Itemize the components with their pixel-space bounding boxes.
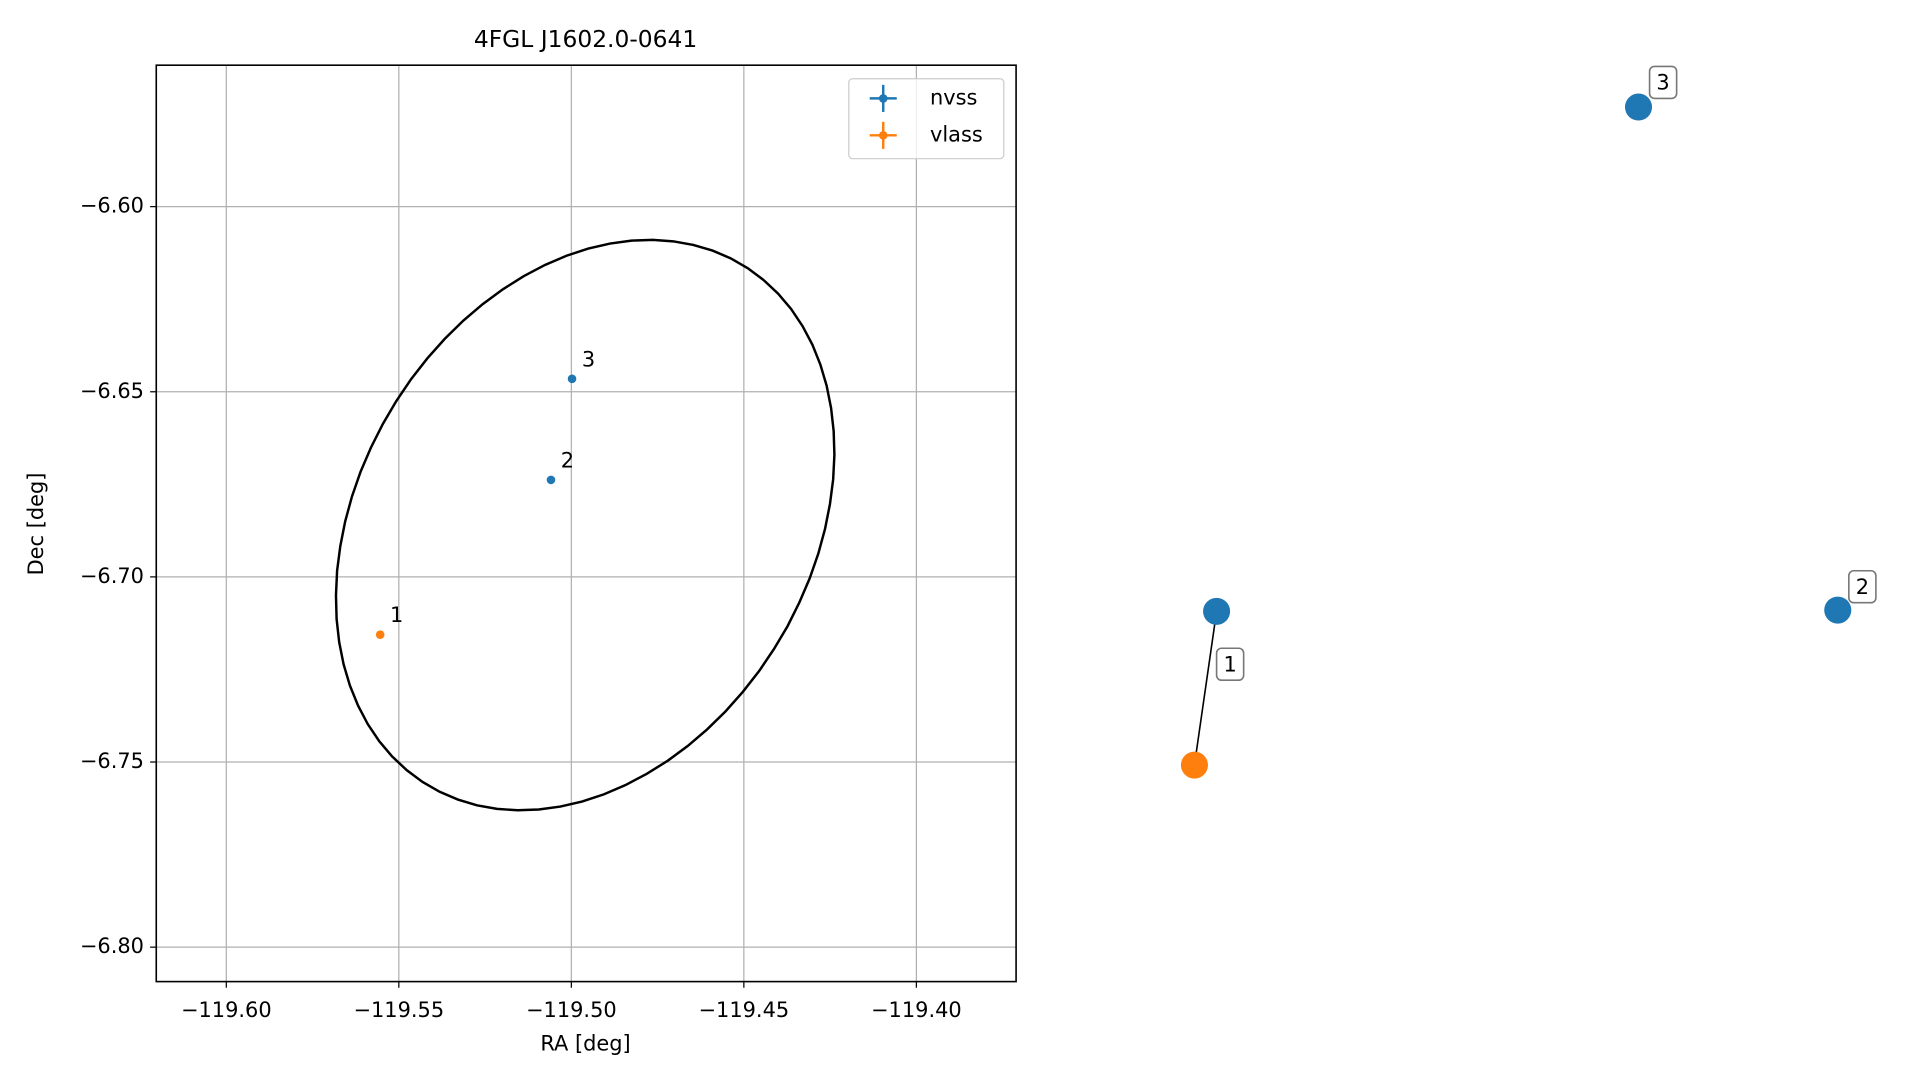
- point-label: 2: [561, 448, 574, 472]
- graph-node: [1180, 751, 1208, 779]
- y-tick-label: −6.70: [80, 564, 144, 588]
- point: [567, 374, 577, 384]
- x-tick-label: −119.45: [699, 998, 790, 1022]
- legend-marker: [878, 94, 888, 103]
- graph-node: [1824, 596, 1852, 624]
- node-label: 3: [1656, 71, 1669, 95]
- legend-marker: [878, 131, 888, 140]
- graph-node: [1624, 93, 1653, 121]
- plot-frame: [155, 64, 1017, 983]
- point: [375, 630, 385, 639]
- legend-box: [848, 78, 1005, 160]
- chart-title: 4FGL J1602.0-0641: [474, 25, 697, 53]
- label-box: [1648, 65, 1678, 100]
- point: [546, 475, 556, 485]
- legend-label: nvss: [930, 85, 977, 109]
- point-label: 1: [390, 603, 403, 627]
- x-tick-label: −119.50: [526, 998, 617, 1022]
- x-axis-label: RA [deg]: [540, 1031, 630, 1055]
- y-tick-label: −6.75: [80, 749, 144, 773]
- x-tick-label: −119.55: [353, 998, 444, 1022]
- x-tick-label: −119.60: [181, 998, 272, 1022]
- graph-node: [1203, 597, 1231, 625]
- node-label: 2: [1856, 575, 1869, 599]
- label-box: [1848, 569, 1877, 604]
- x-tick-label: −119.40: [871, 998, 962, 1022]
- legend-label: vlass: [930, 122, 983, 146]
- y-tick-label: −6.60: [80, 194, 144, 218]
- error-ellipse: [334, 238, 836, 812]
- y-tick-label: −6.80: [80, 934, 144, 958]
- label-box: [1215, 647, 1245, 682]
- node-label: 1: [1223, 652, 1236, 676]
- point-label: 3: [582, 347, 595, 371]
- graph-edge: [1193, 611, 1218, 766]
- y-tick-label: −6.65: [80, 379, 144, 403]
- y-axis-label: Dec [deg]: [24, 473, 48, 576]
